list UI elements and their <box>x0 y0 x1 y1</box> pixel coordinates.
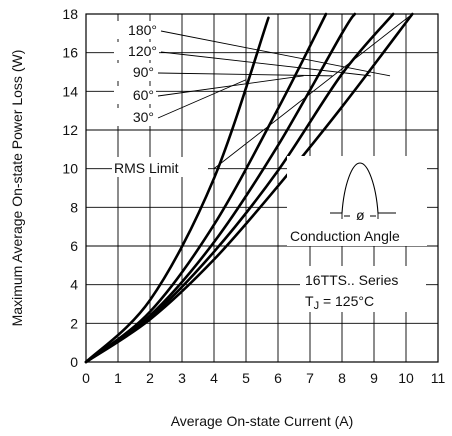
angle-label: 120° <box>128 43 157 59</box>
rms-label-background <box>112 157 208 177</box>
angle-label: 60° <box>133 87 154 103</box>
angle-label: 180° <box>128 22 157 38</box>
x-tick-label: 9 <box>370 370 378 386</box>
x-tick-label: 4 <box>210 370 218 386</box>
phi-symbol: ø <box>356 207 365 223</box>
angle-label: 30° <box>133 109 154 125</box>
y-tick-label: 16 <box>62 45 78 61</box>
junction-temp-label: TJ = 125°C <box>305 293 374 312</box>
y-tick-label: 2 <box>70 315 78 331</box>
angle-label-background <box>114 63 156 81</box>
conduction-angle-label: Conduction Angle <box>290 228 400 244</box>
x-tick-label: 8 <box>338 370 346 386</box>
y-tick-label: 6 <box>70 238 78 254</box>
inset-background <box>287 156 427 246</box>
y-tick-label: 12 <box>62 122 78 138</box>
x-tick-label: 0 <box>82 370 90 386</box>
series-name-label: 16TTS.. Series <box>305 272 398 288</box>
x-tick-label: 7 <box>306 370 314 386</box>
angle-leader-line <box>157 72 333 77</box>
y-tick-label: 10 <box>62 161 78 177</box>
x-axis-title: Average On-state Current (A) <box>171 413 354 429</box>
angle-leader-line <box>160 30 391 77</box>
angle-leader-line <box>160 51 371 77</box>
angle-label-background <box>114 108 156 126</box>
x-tick-label: 11 <box>431 370 446 386</box>
series-annotation-background <box>300 266 426 312</box>
plot-frame <box>85 13 439 363</box>
y-tick-label: 14 <box>62 83 78 99</box>
y-axis-title: Maximum Average On-state Power Loss (W) <box>9 50 25 327</box>
x-tick-label: 10 <box>398 370 414 386</box>
x-tick-label: 2 <box>146 370 154 386</box>
series-line <box>84 16 270 364</box>
angle-leader-line <box>157 79 247 119</box>
angle-label: 90° <box>133 64 154 80</box>
series-annotation: 16TTS.. Series TJ = 125°C <box>300 266 426 312</box>
x-tick-label: 5 <box>242 370 250 386</box>
y-tick-label: 8 <box>70 199 78 215</box>
x-tick-label: 6 <box>274 370 282 386</box>
legend-leader-lines: RMS Limit 180° 120° 90° 60° 30° <box>112 21 391 177</box>
series-line <box>84 12 395 364</box>
rms-limit-line <box>213 13 413 170</box>
x-tick-label: 3 <box>178 370 186 386</box>
y-tick-label: 0 <box>70 354 78 370</box>
angle-label-background <box>114 86 156 104</box>
conduction-waveform-inset: ø Conduction Angle <box>287 156 427 246</box>
x-tick-label: 1 <box>114 370 122 386</box>
angle-label-background <box>114 21 159 39</box>
conduction-waveform <box>330 162 396 214</box>
y-tick-label: 4 <box>70 277 78 293</box>
series-line <box>84 12 357 364</box>
conduction-angle-marker <box>341 213 379 219</box>
y-tick-label: 18 <box>62 6 78 22</box>
angle-label-background <box>114 42 159 60</box>
series-line <box>84 12 414 364</box>
rms-limit-label: RMS Limit <box>114 160 179 176</box>
